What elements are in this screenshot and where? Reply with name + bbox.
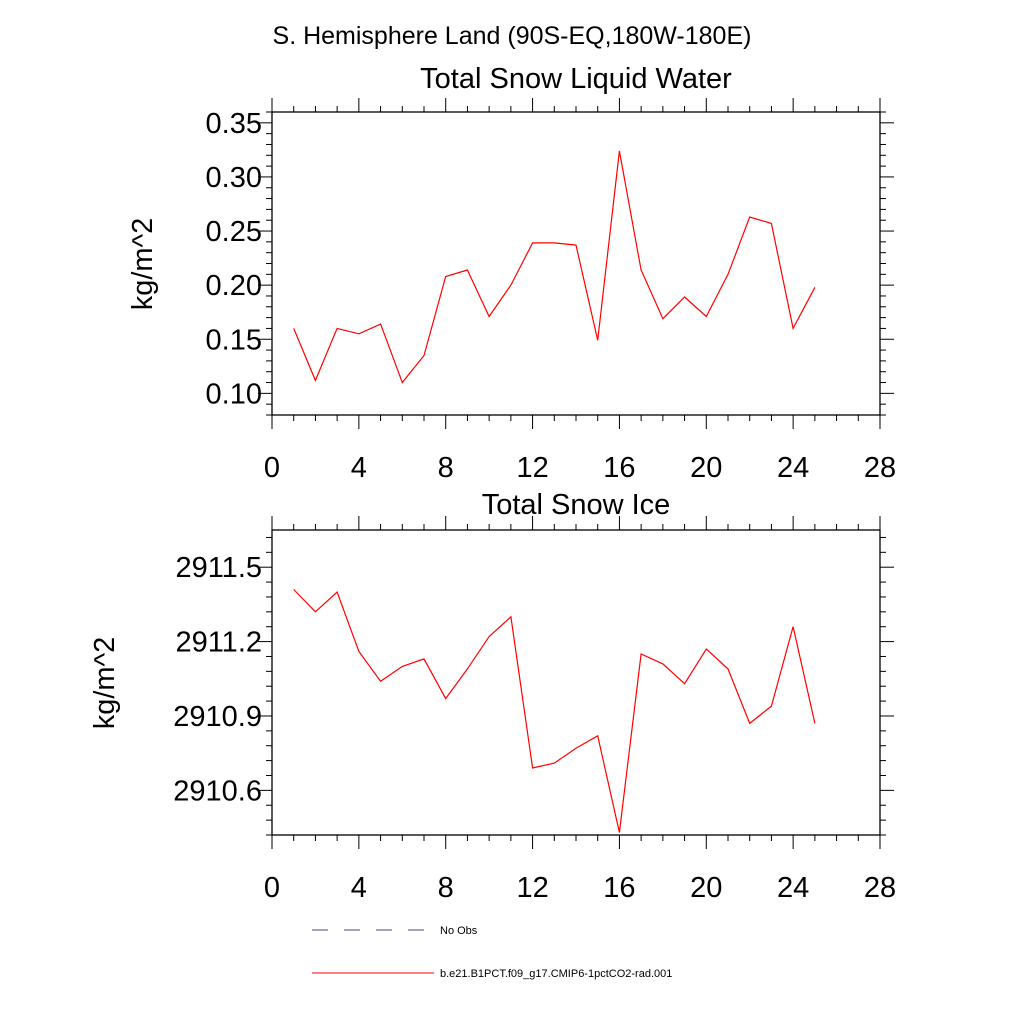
x-tick-label: 4 bbox=[351, 452, 367, 484]
plot-frame bbox=[271, 529, 881, 836]
y-axis-label: kg/m^2 bbox=[127, 218, 159, 311]
y-tick-label: 2910.6 bbox=[173, 775, 262, 807]
x-tick-label: 20 bbox=[690, 872, 722, 904]
page-title: S. Hemisphere Land (90S-EQ,180W-180E) bbox=[273, 22, 752, 50]
chart-title: Total Snow Ice bbox=[482, 489, 671, 521]
panel-total-snow-ice: Total Snow Ice kg/m^2 0 4 8 12 16 20 24 28 2910.… bbox=[89, 489, 896, 904]
y-tick-label: 0.25 bbox=[206, 216, 262, 248]
x-tick-label: 16 bbox=[603, 452, 635, 484]
series-line bbox=[293, 150, 816, 384]
y-tick-label: 0.35 bbox=[206, 108, 262, 140]
x-tick-label: 20 bbox=[690, 452, 722, 484]
y-tick-label: 0.20 bbox=[206, 270, 262, 302]
x-tick-label: 16 bbox=[603, 872, 635, 904]
y-tick-label: 2911.5 bbox=[175, 552, 262, 584]
legend-label-model: b.e21.B1PCT.f09_g17.CMIP6-1pctCO2-rad.00… bbox=[440, 968, 672, 980]
y-tick-label: 2910.9 bbox=[173, 701, 262, 733]
legend: No Obs b.e21.B1PCT.f09_g17.CMIP6-1pctCO2… bbox=[312, 925, 672, 980]
y-tick-label: 0.15 bbox=[206, 324, 262, 356]
x-tick-label: 8 bbox=[438, 452, 454, 484]
x-tick-label: 24 bbox=[777, 872, 809, 904]
y-tick-label: 0.10 bbox=[206, 378, 262, 410]
x-tick-label: 28 bbox=[864, 452, 896, 484]
y-axis-label: kg/m^2 bbox=[89, 637, 121, 730]
series-line bbox=[293, 589, 816, 833]
plot-frame bbox=[271, 111, 881, 416]
legend-label-no-obs: No Obs bbox=[440, 925, 478, 937]
x-tick-label: 12 bbox=[516, 872, 548, 904]
x-tick-label: 0 bbox=[264, 872, 280, 904]
x-tick-label: 8 bbox=[438, 872, 454, 904]
chart-title: Total Snow Liquid Water bbox=[420, 63, 732, 95]
x-tick-label: 12 bbox=[516, 452, 548, 484]
x-tick-label: 28 bbox=[864, 872, 896, 904]
y-tick-label: 2911.2 bbox=[175, 627, 262, 659]
x-tick-label: 0 bbox=[264, 452, 280, 484]
panel-total-snow-liquid-water: Total Snow Liquid Water kg/m^2 0 4 8 12 16 20… bbox=[127, 63, 896, 484]
x-tick-label: 24 bbox=[777, 452, 809, 484]
x-tick-label: 4 bbox=[351, 872, 367, 904]
y-tick-label: 0.30 bbox=[206, 162, 262, 194]
